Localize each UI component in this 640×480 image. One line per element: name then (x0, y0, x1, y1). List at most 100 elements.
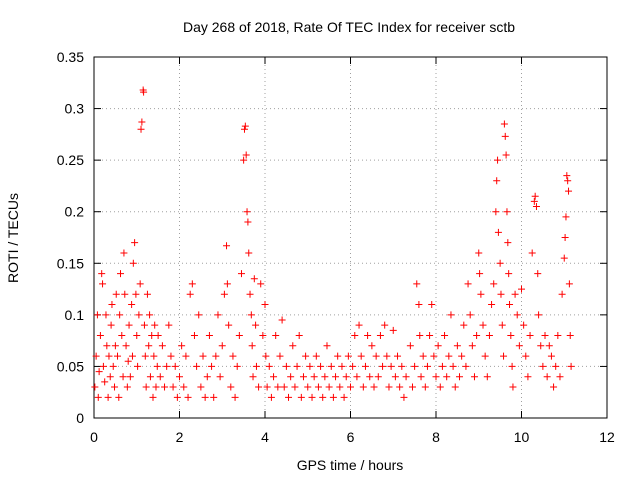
data-point (201, 393, 209, 401)
data-point (195, 311, 203, 319)
data-point (537, 342, 545, 350)
data-point (552, 362, 560, 370)
data-point (146, 311, 154, 319)
data-point (289, 342, 297, 350)
data-point (344, 352, 352, 360)
data-point (545, 342, 553, 350)
data-point (500, 120, 508, 128)
data-point (91, 383, 99, 391)
data-point (150, 352, 158, 360)
data-point (563, 172, 571, 180)
data-point (167, 352, 175, 360)
data-point (383, 352, 391, 360)
data-point (432, 373, 440, 381)
data-point (227, 383, 235, 391)
data-point (366, 373, 374, 381)
data-point (556, 373, 564, 381)
data-point (515, 342, 523, 350)
data-point (231, 393, 239, 401)
data-point (389, 326, 397, 334)
data-point (319, 393, 327, 401)
data-point (145, 342, 153, 350)
data-point (522, 352, 530, 360)
data-point (492, 208, 500, 216)
data-point (280, 383, 288, 391)
data-point (111, 342, 119, 350)
data-point (137, 125, 145, 133)
data-point (355, 321, 363, 329)
data-point (500, 352, 508, 360)
data-point (468, 342, 476, 350)
data-point (265, 362, 273, 370)
data-point (302, 352, 310, 360)
data-point (223, 242, 231, 250)
data-point (317, 362, 325, 370)
data-point (242, 151, 250, 159)
data-point (312, 352, 320, 360)
data-point (233, 362, 241, 370)
data-point (458, 352, 466, 360)
data-point (218, 342, 226, 350)
data-point (481, 352, 489, 360)
data-point (509, 383, 517, 391)
y-tick-label: 0.35 (57, 49, 84, 65)
data-point (287, 373, 295, 381)
data-point (359, 383, 367, 391)
data-point (462, 362, 470, 370)
x-axis: 0 2 4 6 8 10 12 (90, 57, 615, 445)
data-point (210, 393, 218, 401)
data-point (114, 352, 122, 360)
data-point (503, 208, 511, 216)
data-point (434, 342, 442, 350)
data-point (149, 393, 157, 401)
data-point (374, 373, 382, 381)
data-point (534, 270, 542, 278)
data-point (119, 373, 127, 381)
data-point (203, 373, 211, 381)
data-point (240, 125, 248, 133)
data-point (391, 373, 399, 381)
data-point (138, 118, 146, 126)
x-tick-label: 8 (432, 429, 440, 445)
data-point (526, 331, 534, 339)
data-point (483, 373, 491, 381)
data-point (249, 373, 257, 381)
y-tick-label: 0.3 (65, 101, 85, 117)
data-point (485, 331, 493, 339)
data-point (153, 362, 161, 370)
x-axis-label: GPS time / hours (297, 457, 404, 473)
data-point (402, 373, 410, 381)
data-point (246, 290, 254, 298)
data-point (124, 357, 132, 365)
data-point (413, 280, 421, 288)
data-point (372, 352, 380, 360)
data-point (321, 373, 329, 381)
data-point (475, 249, 483, 257)
data-point (381, 321, 389, 329)
x-tick-label: 2 (176, 429, 184, 445)
data-point (199, 352, 207, 360)
data-point (476, 270, 484, 278)
data-point (447, 311, 455, 319)
data-point (123, 383, 131, 391)
data-point (426, 331, 434, 339)
data-point (308, 393, 316, 401)
data-point (488, 301, 496, 309)
data-point (560, 254, 568, 262)
data-point (385, 383, 393, 391)
data-point (245, 249, 253, 257)
data-point (156, 373, 164, 381)
data-point (117, 270, 125, 278)
data-point (417, 373, 425, 381)
data-point (140, 88, 148, 96)
data-point (223, 280, 231, 288)
data-point (530, 197, 538, 205)
data-point (285, 393, 293, 401)
data-point (180, 383, 188, 391)
data-point (128, 352, 136, 360)
data-point (141, 352, 149, 360)
data-point (310, 373, 318, 381)
data-point (561, 234, 569, 241)
data-point (494, 228, 502, 236)
